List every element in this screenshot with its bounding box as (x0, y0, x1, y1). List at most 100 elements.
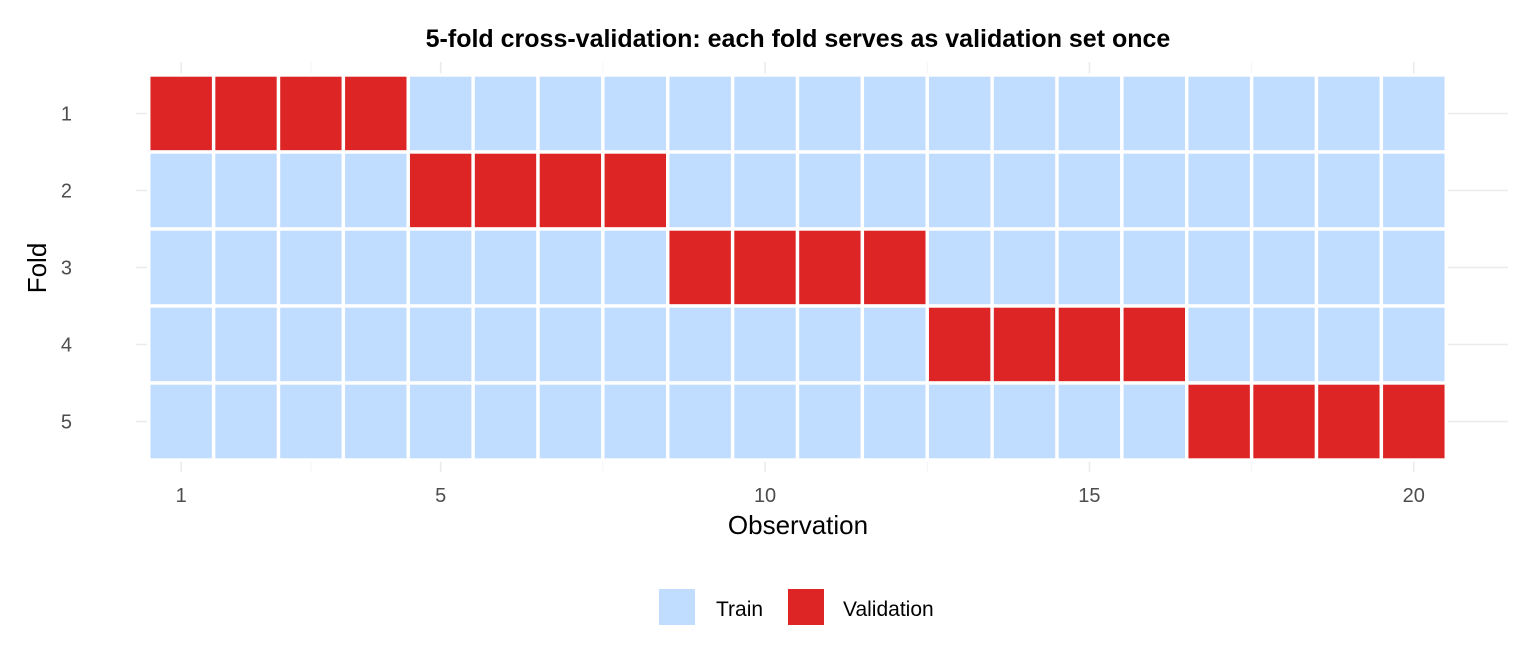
tile-fold5-obs2-train (211, 381, 281, 462)
tile-fold1-obs7-train (536, 73, 605, 154)
tile-fold1-obs10-train (730, 73, 800, 154)
tile-fold4-obs11-train (795, 304, 865, 385)
heatmap-tiles (147, 73, 1448, 462)
tile-fold2-obs6-validation (471, 150, 540, 231)
y-tick-label: 5 (61, 412, 72, 434)
tile-fold1-obs1-validation (147, 73, 216, 154)
tile-fold1-obs15-train (1055, 73, 1124, 154)
tile-fold4-obs17-train (1185, 304, 1254, 385)
x-axis-title: Observation (728, 510, 868, 540)
tile-fold4-obs9-train (666, 304, 735, 385)
tile-fold5-obs12-train (860, 381, 929, 462)
tile-fold1-obs13-train (925, 73, 994, 154)
tile-fold5-obs11-train (795, 381, 865, 462)
tile-fold4-obs15-validation (1055, 304, 1124, 385)
x-tick-label: 1 (176, 485, 187, 507)
tile-fold3-obs8-train (601, 227, 670, 308)
tile-fold5-obs10-train (730, 381, 800, 462)
tile-fold4-obs5-train (406, 304, 475, 385)
tile-fold1-obs9-train (666, 73, 735, 154)
tile-fold5-obs5-train (406, 381, 475, 462)
tile-fold3-obs19-train (1314, 227, 1384, 308)
tile-fold2-obs3-train (276, 150, 346, 231)
y-axis-title: Fold (22, 243, 52, 294)
tile-fold3-obs16-train (1120, 227, 1189, 308)
tile-fold5-obs6-train (471, 381, 540, 462)
tile-fold4-obs14-validation (990, 304, 1059, 385)
tile-fold3-obs11-validation (795, 227, 865, 308)
tile-fold4-obs6-train (471, 304, 540, 385)
tile-fold3-obs10-validation (730, 227, 800, 308)
tile-fold3-obs3-train (276, 227, 346, 308)
tile-fold1-obs12-train (860, 73, 929, 154)
chart-title: 5-fold cross-validation: each fold serve… (426, 25, 1171, 53)
tile-fold4-obs7-train (536, 304, 605, 385)
tile-fold1-obs16-train (1120, 73, 1189, 154)
tile-fold2-obs17-train (1185, 150, 1254, 231)
tile-fold2-obs19-train (1314, 150, 1384, 231)
tile-fold4-obs18-train (1249, 304, 1319, 385)
tile-fold5-obs16-train (1120, 381, 1189, 462)
tile-fold1-obs2-validation (211, 73, 281, 154)
tile-fold2-obs16-train (1120, 150, 1189, 231)
tile-fold1-obs14-train (990, 73, 1059, 154)
tile-fold3-obs18-train (1249, 227, 1319, 308)
tile-fold5-obs15-train (1055, 381, 1124, 462)
tile-fold1-obs5-train (406, 73, 475, 154)
tile-fold2-obs13-train (925, 150, 994, 231)
tile-fold2-obs15-train (1055, 150, 1124, 231)
tile-fold3-obs13-train (925, 227, 994, 308)
tile-fold3-obs7-train (536, 227, 605, 308)
tile-fold3-obs15-train (1055, 227, 1124, 308)
tile-fold3-obs4-train (341, 227, 410, 308)
tile-fold5-obs3-train (276, 381, 346, 462)
tile-fold4-obs12-train (860, 304, 929, 385)
tile-fold2-obs12-train (860, 150, 929, 231)
x-tick-label: 10 (754, 485, 776, 507)
tile-fold2-obs2-train (211, 150, 281, 231)
tile-fold4-obs8-train (601, 304, 670, 385)
tile-fold2-obs9-train (666, 150, 735, 231)
legend-swatch-train (659, 589, 695, 625)
tile-fold3-obs2-train (211, 227, 281, 308)
x-tick-label: 5 (435, 485, 446, 507)
tile-fold1-obs11-train (795, 73, 865, 154)
tile-fold5-obs4-train (341, 381, 410, 462)
y-tick-label: 3 (61, 258, 72, 280)
tile-fold2-obs1-train (147, 150, 216, 231)
legend-label-train: Train (716, 598, 763, 621)
tile-fold2-obs4-train (341, 150, 410, 231)
tile-fold5-obs20-validation (1379, 381, 1448, 462)
y-axis-ticks: 1 2 3 4 5 (61, 104, 72, 434)
tile-fold5-obs7-train (536, 381, 605, 462)
tile-fold2-obs20-train (1379, 150, 1448, 231)
tile-fold3-obs1-train (147, 227, 216, 308)
tile-fold1-obs8-train (601, 73, 670, 154)
tile-fold3-obs14-train (990, 227, 1059, 308)
legend-swatch-validation (788, 589, 824, 625)
tile-fold5-obs14-train (990, 381, 1059, 462)
tile-fold5-obs1-train (147, 381, 216, 462)
tile-fold4-obs20-train (1379, 304, 1448, 385)
tile-fold2-obs14-train (990, 150, 1059, 231)
x-tick-label: 15 (1078, 485, 1100, 507)
tile-fold1-obs3-validation (276, 73, 346, 154)
tile-fold3-obs12-validation (860, 227, 929, 308)
tile-fold4-obs16-validation (1120, 304, 1189, 385)
tile-fold2-obs10-train (730, 150, 800, 231)
x-axis-ticks: 1 5 10 15 20 (176, 485, 1425, 507)
tile-fold5-obs13-train (925, 381, 994, 462)
legend-label-validation: Validation (843, 598, 934, 621)
tile-fold5-obs17-validation (1185, 381, 1254, 462)
tile-fold1-obs18-train (1249, 73, 1319, 154)
tile-fold2-obs5-validation (406, 150, 475, 231)
y-tick-label: 2 (61, 181, 72, 203)
tile-fold1-obs4-validation (341, 73, 410, 154)
x-tick-label: 20 (1403, 485, 1425, 507)
tile-fold1-obs19-train (1314, 73, 1384, 154)
tile-fold4-obs2-train (211, 304, 281, 385)
tile-fold4-obs1-train (147, 304, 216, 385)
tile-fold3-obs20-train (1379, 227, 1448, 308)
tile-fold4-obs13-validation (925, 304, 994, 385)
